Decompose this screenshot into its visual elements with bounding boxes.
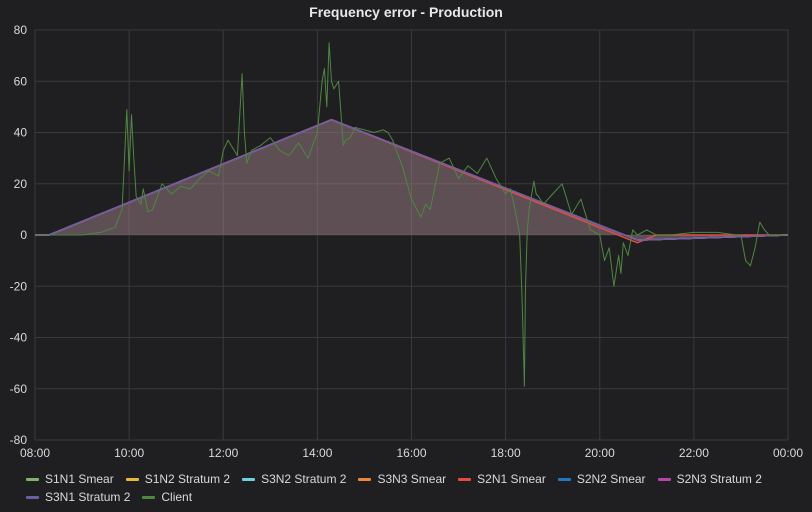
series-area-fill [35, 119, 788, 241]
series-area-fill [35, 119, 788, 241]
legend-swatch [142, 495, 156, 499]
x-tick-label: 18:00 [491, 446, 521, 460]
legend-label: S1N2 Stratum 2 [144, 472, 231, 486]
legend-swatch [657, 477, 671, 481]
x-tick-label: 08:00 [20, 446, 50, 460]
x-tick-label: 14:00 [302, 446, 332, 460]
x-tick-label: 20:00 [585, 446, 615, 460]
panel-title[interactable]: Frequency error - Production [309, 4, 503, 20]
legend-item[interactable]: Client [142, 488, 192, 506]
legend-swatch [458, 477, 472, 481]
y-tick-label: 80 [14, 23, 28, 37]
y-tick-label: 40 [14, 126, 28, 140]
legend-swatch [242, 477, 256, 481]
legend-swatch [26, 477, 39, 481]
legend-swatch [358, 477, 372, 481]
x-tick-label: 22:00 [679, 446, 709, 460]
series-line[interactable] [35, 42, 788, 387]
series-area-fill [35, 119, 788, 241]
legend-label: S2N1 Smear [477, 472, 546, 486]
legend-item[interactable]: S2N1 Smear [458, 470, 546, 488]
chart-series [35, 42, 789, 387]
legend-label: S2N3 Stratum 2 [676, 472, 762, 486]
legend-label: S3N2 Stratum 2 [261, 472, 347, 486]
legend-label: S3N3 Smear [377, 472, 447, 486]
chart-area-fill [35, 119, 788, 243]
y-tick-label: 60 [14, 74, 28, 88]
legend-item[interactable]: S3N2 Stratum 2 [242, 470, 346, 488]
legend-swatch [26, 495, 39, 499]
legend-item[interactable]: S1N1 Smear [26, 470, 114, 488]
series-area-fill [35, 119, 788, 241]
y-tick-label: -60 [10, 382, 28, 396]
y-tick-label: -80 [10, 433, 28, 447]
legend-item[interactable]: S2N2 Smear [557, 470, 646, 488]
chart-legend: S1N1 Smear S1N2 Stratum 2 S3N2 Stratum 2 S3… [26, 470, 806, 506]
legend-swatch [557, 477, 571, 481]
x-tick-label: 16:00 [396, 446, 426, 460]
series-area-fill [35, 119, 788, 241]
series-area-fill [35, 119, 788, 241]
legend-item[interactable]: S1N2 Stratum 2 [125, 470, 231, 488]
y-tick-label: 20 [14, 177, 28, 191]
x-tick-label: 12:00 [208, 446, 238, 460]
series-area-fill [35, 119, 788, 243]
y-tick-label: -40 [10, 331, 28, 345]
legend-item[interactable]: S2N3 Stratum 2 [657, 470, 762, 488]
legend-label: S1N1 Smear [45, 472, 114, 486]
legend-swatch [125, 477, 139, 481]
legend-item[interactable]: S3N3 Smear [358, 470, 446, 488]
legend-label: S2N2 Smear [576, 472, 646, 486]
y-tick-label: -20 [10, 279, 28, 293]
legend-label: S3N1 Stratum 2 [45, 490, 131, 504]
y-tick-label: 0 [20, 228, 27, 242]
x-tick-label: 10:00 [114, 446, 144, 460]
series-area-fill [35, 119, 788, 241]
legend-label: Client [161, 490, 193, 504]
x-tick-label: 00:00 [773, 446, 803, 460]
legend-item[interactable]: S3N1 Stratum 2 [26, 488, 130, 506]
